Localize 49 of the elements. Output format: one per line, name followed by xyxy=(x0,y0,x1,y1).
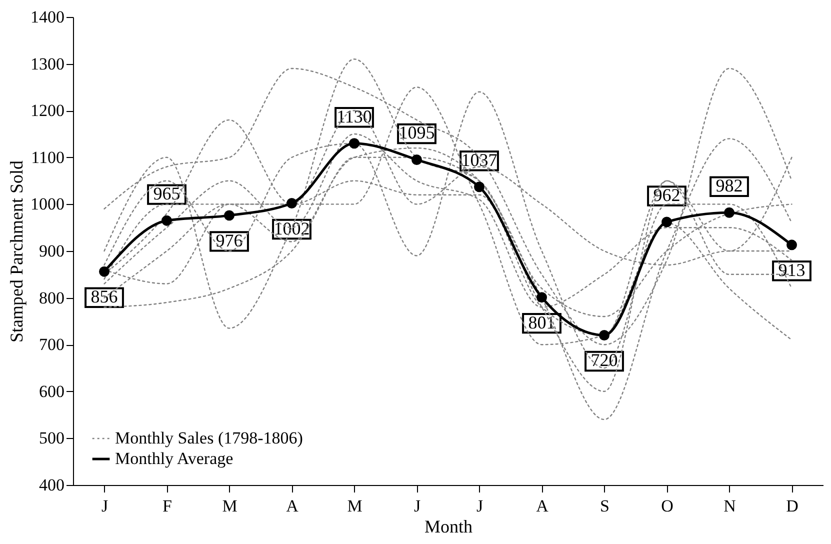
data-label: 1095 xyxy=(398,122,435,143)
y-tick-label: 1300 xyxy=(30,54,64,74)
y-tick-label: 600 xyxy=(39,382,64,401)
point xyxy=(474,182,484,192)
legend-label: Monthly Sales (1798-1806) xyxy=(115,428,303,448)
data-label: 1130 xyxy=(336,106,372,126)
x-tick-label: A xyxy=(286,496,300,516)
y-tick-label: 1200 xyxy=(30,101,64,120)
data-label: 720 xyxy=(590,350,618,370)
data-label: 965 xyxy=(153,184,180,204)
point xyxy=(99,266,110,277)
x-tick-label: J xyxy=(476,496,484,516)
x-tick-label: S xyxy=(600,496,610,516)
x-axis-title: Month xyxy=(424,516,473,536)
data-label: 913 xyxy=(778,260,806,280)
y-tick-label: 800 xyxy=(39,288,64,308)
point xyxy=(412,154,422,165)
x-tick-label: M xyxy=(222,496,238,516)
x-tick-label: D xyxy=(786,496,798,516)
legend-label: Monthly Average xyxy=(115,449,234,468)
y-axis-title: Stamped Parchment Sold xyxy=(6,160,26,342)
y-tick-label: 700 xyxy=(39,335,64,354)
data-label: 801 xyxy=(528,312,556,332)
point xyxy=(349,138,360,149)
y-tick-label: 500 xyxy=(39,428,64,448)
point xyxy=(662,216,672,228)
data-label: 962 xyxy=(653,184,680,205)
y-tick-label: 1400 xyxy=(30,8,64,26)
point xyxy=(724,207,734,218)
x-tick-label: N xyxy=(724,496,736,516)
y-tick-label: 900 xyxy=(39,242,64,260)
y-tick-label: 1100 xyxy=(31,148,64,167)
x-tick-label: F xyxy=(162,496,172,516)
point xyxy=(786,240,797,250)
data-label: 1037 xyxy=(461,150,498,170)
point xyxy=(599,330,610,340)
point xyxy=(286,198,297,208)
x-tick-label: A xyxy=(536,496,550,516)
data-label: 982 xyxy=(716,176,743,196)
point xyxy=(224,210,234,221)
x-tick-label: O xyxy=(661,496,674,516)
x-tick-label: M xyxy=(347,496,362,516)
x-tick-label: J xyxy=(101,496,108,516)
data-label: 976 xyxy=(216,230,243,250)
x-tick-label: J xyxy=(414,496,421,516)
y-tick-label: 400 xyxy=(39,476,64,494)
point xyxy=(536,292,547,303)
point xyxy=(162,215,172,226)
y-tick-label: 1000 xyxy=(30,194,64,214)
